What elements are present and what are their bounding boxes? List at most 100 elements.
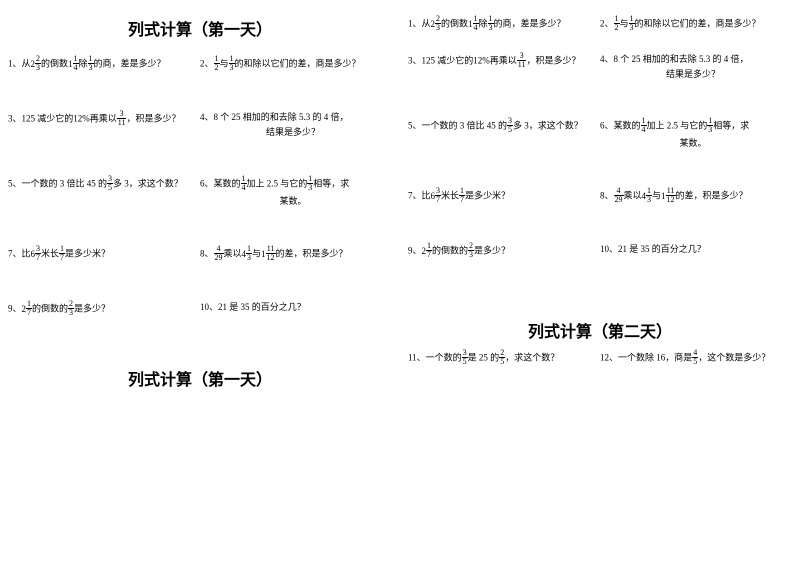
frac-1-7: 17	[59, 245, 65, 262]
p2-pre: 2、	[200, 59, 214, 69]
p8r-m1: 乘以	[624, 190, 642, 200]
problem-2r: 2、12与13的和除以它们的差，商是多少？	[600, 16, 792, 33]
frac-1-3c: 13	[307, 175, 313, 192]
p8r-end: 的差，积是多少？	[676, 190, 748, 200]
problem-10r: 10、21 是 35 的百分之几？	[600, 243, 792, 260]
frac-2-5: 25	[499, 349, 505, 366]
frac-1-3r: 13	[488, 15, 494, 32]
p9-end: 是多少？	[74, 303, 110, 313]
frac-1-4r: 14	[641, 117, 647, 134]
problem-8: 8、429乘以413与11112的差，积是多少？	[200, 246, 392, 263]
problem-3: 3、125 减少它的12%再乘以311，积是多少？	[8, 111, 200, 138]
problem-5r: 5、一个数的 3 倍比 45 的35多 3，求这个数？	[408, 118, 600, 150]
p4-sub: 结果是多少？	[200, 126, 386, 139]
frac-3-5: 35	[107, 175, 113, 192]
frac-3-5r: 35	[507, 117, 513, 134]
p2r-end: 的和除以它们的差，商是多少？	[635, 19, 761, 29]
p3-end: ，积是多少？	[126, 114, 180, 124]
problem-10: 10、21 是 35 的百分之几？	[200, 301, 392, 318]
frac-1-1-4r: 114	[468, 16, 479, 33]
row-3r: 5、一个数的 3 倍比 45 的35多 3，求这个数？ 6、某数的14加上 2.…	[408, 118, 792, 150]
p9-pre: 9、	[8, 303, 22, 313]
p1r-end: 的商，差是多少？	[494, 19, 566, 29]
problem-11: 11、一个数的35是 25 的25，求这个数？	[408, 350, 600, 367]
problem-9r: 9、217的倒数的23是多少？	[408, 243, 600, 260]
problem-5: 5、一个数的 3 倍比 45 的35多 3，求这个数？	[8, 176, 200, 208]
problem-4r: 4、8 个 25 相加的和去除 5.3 的 4 倍， 结果是多少？	[600, 53, 792, 80]
page-title-right: 列式计算（第二天）	[408, 318, 792, 342]
problem-12: 12、一个数除 16，商是45，这个数是多少？	[600, 350, 792, 367]
p6-pre: 6、某数的	[200, 179, 241, 189]
frac-1-7r: 17	[459, 187, 465, 204]
problem-7: 7、比637米长17是多少米？	[8, 246, 200, 263]
p8r-m2: 与	[652, 190, 661, 200]
frac-2-2-3: 223	[31, 56, 42, 73]
row-4r: 7、比637米长17是多少米？ 8、429乘以413与11112的差，积是多少？	[408, 188, 792, 205]
p10r-text: 10、21 是 35 的百分之几？	[600, 244, 706, 254]
p6-mid: 加上 2.5 与它的	[247, 179, 308, 189]
row-5r: 9、217的倒数的23是多少？ 10、21 是 35 的百分之几？	[408, 243, 792, 260]
frac-1-4: 14	[241, 175, 247, 192]
p1r-m1: 的倒数	[441, 19, 468, 29]
p6r-mid: 加上 2.5 与它的	[647, 121, 708, 131]
problem-7r: 7、比637米长17是多少米？	[408, 188, 600, 205]
p9r-end: 是多少？	[474, 245, 510, 255]
frac-2-1-7: 217	[22, 301, 33, 318]
p6r-sub: 某数。	[600, 137, 786, 150]
frac-1-3r2: 13	[629, 15, 635, 32]
p7-mid: 米长	[41, 248, 59, 258]
p5r-pre: 5、一个数的 3 倍比 45 的	[408, 121, 507, 131]
p11-end: ，求这个数？	[505, 352, 559, 362]
p2-m1: 与	[220, 59, 229, 69]
row-1r: 1、从223的倒数114除13的商，差是多少？ 2、12与13的和除以它们的差，…	[408, 16, 792, 33]
frac-1-11-12: 11112	[261, 246, 276, 263]
problem-6: 6、某数的14加上 2.5 与它的13相等，求 某数。	[200, 176, 392, 208]
p1-m1: 的倒数	[41, 59, 68, 69]
frac-4-1-3: 413	[242, 246, 253, 263]
row-1: 1、从223的倒数114除13的商，差是多少？ 2、12与13的和除以它们的差，…	[8, 56, 392, 73]
p12-end: ，这个数是多少？	[698, 352, 770, 362]
problem-8r: 8、429乘以413与11112的差，积是多少？	[600, 188, 792, 205]
p8-end: 的差，积是多少？	[276, 248, 348, 258]
frac-1-1-4: 114	[68, 56, 79, 73]
row-2: 3、125 减少它的12%再乘以311，积是多少？ 4、8 个 25 相加的和去…	[8, 111, 392, 138]
p2-end: 的和除以它们的差，商是多少？	[235, 59, 361, 69]
problem-9: 9、217的倒数的23是多少？	[8, 301, 200, 318]
row-5: 9、217的倒数的23是多少？ 10、21 是 35 的百分之几？	[8, 301, 392, 318]
page-title-left-bottom: 列式计算（第一天）	[8, 366, 392, 390]
frac-1-2: 12	[214, 55, 220, 72]
p2r-pre: 2、	[600, 19, 614, 29]
p5-pre: 5、一个数的 3 倍比 45 的	[8, 179, 107, 189]
p2r-m1: 与	[620, 19, 629, 29]
problem-3r: 3、125 减少它的12%再乘以311，积是多少？	[408, 53, 600, 80]
p3r-pre: 3、125 减少它的12%再乘以	[408, 56, 517, 66]
p4-text: 4、8 个 25 相加的和去除 5.3 的 4 倍，	[200, 112, 349, 122]
p6-end: 相等，求	[313, 179, 349, 189]
p6-sub: 某数。	[200, 195, 386, 208]
problem-1r: 1、从223的倒数114除13的商，差是多少？	[408, 16, 600, 33]
frac-2-2-3r: 223	[431, 16, 442, 33]
frac-1-3: 13	[88, 55, 94, 72]
p3r-end: ，积是多少？	[526, 56, 580, 66]
p6r-end: 相等，求	[713, 121, 749, 131]
left-page: 列式计算（第一天） 1、从223的倒数114除13的商，差是多少？ 2、12与1…	[0, 0, 400, 566]
p6r-pre: 6、某数的	[600, 121, 641, 131]
row-6r: 11、一个数的35是 25 的25，求这个数？ 12、一个数除 16，商是45，…	[408, 350, 792, 367]
p4r-text: 4、8 个 25 相加的和去除 5.3 的 4 倍，	[600, 54, 749, 64]
p1-end: 的商，差是多少？	[94, 59, 166, 69]
problem-2: 2、12与13的和除以它们的差，商是多少？	[200, 56, 392, 73]
frac-3-5b: 35	[462, 349, 468, 366]
p8-m1: 乘以	[224, 248, 242, 258]
p7r-pre: 7、比	[408, 190, 431, 200]
problem-4: 4、8 个 25 相加的和去除 5.3 的 4 倍， 结果是多少？	[200, 111, 392, 138]
frac-1-2r: 12	[614, 15, 620, 32]
p7r-mid: 米长	[441, 190, 459, 200]
p1r-m2: 除	[479, 19, 488, 29]
p5r-end: 多 3，求这个数？	[513, 121, 583, 131]
page-title-left: 列式计算（第一天）	[8, 16, 392, 40]
frac-4-29: 429	[214, 245, 224, 262]
frac-2-1-7r: 217	[422, 243, 433, 260]
p11-mid: 是 25 的	[468, 352, 500, 362]
p3-pre: 3、125 减少它的12%再乘以	[8, 114, 117, 124]
row-4: 7、比637米长17是多少米？ 8、429乘以413与11112的差，积是多少？	[8, 246, 392, 263]
